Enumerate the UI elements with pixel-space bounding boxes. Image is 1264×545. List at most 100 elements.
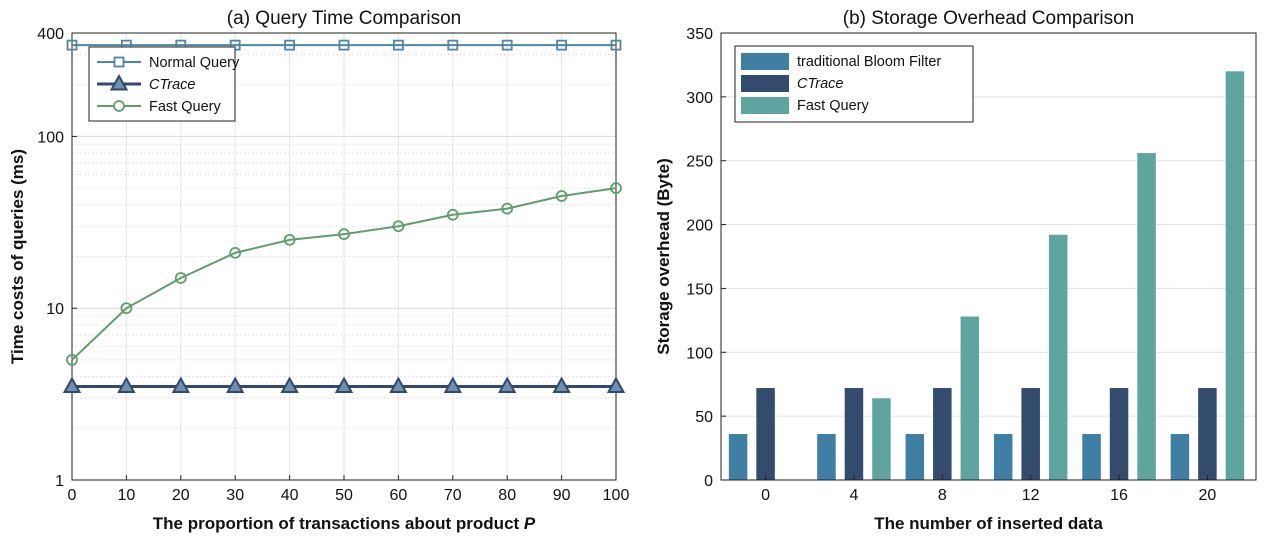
x-axis-label-italic-a: P — [524, 514, 536, 533]
bar — [1225, 71, 1245, 481]
y-tick-label-b: 300 — [686, 90, 713, 107]
legend-label-a: Normal Query — [149, 55, 240, 71]
bar — [993, 434, 1013, 480]
x-tick-label-a: 0 — [68, 487, 77, 504]
legend-label-b: Fast Query — [797, 98, 869, 114]
series-point-triangle — [443, 376, 462, 394]
y-tick-label-b: 150 — [686, 281, 713, 298]
legend-swatch-b — [741, 75, 789, 92]
y-tick-label-b: 0 — [704, 473, 713, 490]
series-point-square — [501, 39, 513, 51]
x-tick-label-a: 80 — [498, 487, 516, 504]
series-point-circle — [174, 272, 187, 284]
series-point-triangle — [552, 376, 571, 394]
series-point-circle — [338, 228, 350, 241]
series-point-square — [447, 39, 459, 51]
legend-marker-square — [113, 56, 125, 68]
y-tick-label-b: 250 — [686, 154, 713, 171]
series-point-triangle — [171, 376, 190, 394]
y-axis-label-b: Storage overhead (Byte) — [654, 158, 673, 355]
series-point-triangle — [334, 376, 354, 394]
series-line-a — [71, 187, 617, 361]
x-tick-label-a: 70 — [444, 487, 462, 504]
series-point-square — [392, 39, 404, 51]
x-tick-label-b: 8 — [938, 487, 947, 504]
legend-label-a: CTrace — [149, 77, 195, 93]
x-tick-label-b: 4 — [849, 487, 858, 504]
legend-label-a: Fast Query — [149, 99, 221, 115]
series-point-square — [338, 39, 350, 51]
series-point-triangle — [498, 376, 517, 394]
bar — [1109, 388, 1129, 480]
axes-frame-b — [720, 32, 1257, 481]
bar — [933, 388, 952, 480]
x-tick-label-a: 20 — [172, 487, 190, 504]
y-tick-label-b: 200 — [686, 218, 713, 235]
x-tick-label-a: 30 — [226, 487, 244, 504]
bar — [817, 434, 836, 480]
series-point-circle — [120, 302, 133, 315]
series-point-triangle — [606, 376, 626, 394]
x-tick-label-a: 100 — [603, 487, 630, 504]
bar — [756, 388, 775, 480]
series-point-triangle — [62, 376, 82, 394]
series-point-circle — [66, 354, 78, 366]
y-tick-label-b: 100 — [686, 345, 713, 362]
series-point-circle — [555, 190, 568, 202]
series-point-circle — [229, 246, 242, 259]
bar — [960, 316, 980, 480]
x-axis-label-a: The proportion of transactions about pro… — [153, 514, 536, 533]
series-point-circle — [283, 233, 296, 246]
series-point-triangle — [226, 376, 245, 394]
series-point-circle — [446, 208, 459, 221]
legend-swatch-b — [741, 53, 789, 70]
x-tick-label-b: 12 — [1022, 487, 1040, 504]
bar — [872, 398, 891, 480]
x-axis-label-b: The number of inserted data — [874, 514, 1103, 533]
y-tick-label-b: 350 — [686, 26, 713, 43]
x-tick-label-a: 40 — [281, 487, 299, 504]
x-tick-label-a: 90 — [553, 487, 571, 504]
y-tick-label-a: 1 — [55, 473, 64, 490]
series-point-circle — [392, 220, 405, 233]
series-point-circle — [501, 202, 514, 215]
series-point-square — [284, 39, 296, 51]
legend-marker-circle — [113, 100, 125, 112]
y-axis-label-a: Time costs of queries (ms) — [8, 149, 27, 364]
series-point-circle — [610, 182, 622, 195]
x-tick-label-a: 10 — [118, 487, 136, 504]
bar — [728, 434, 748, 480]
bar — [1137, 153, 1156, 480]
bar — [844, 388, 864, 480]
legend-swatch-b — [741, 97, 789, 114]
legend-marker-triangle — [109, 73, 129, 91]
x-tick-label-b: 16 — [1110, 487, 1128, 504]
x-tick-label-a: 60 — [390, 487, 408, 504]
bar — [1170, 434, 1190, 480]
bar — [1021, 388, 1040, 480]
bar — [1198, 388, 1217, 480]
series-point-square — [66, 39, 78, 51]
series-point-triangle — [280, 376, 299, 394]
x-tick-label-b: 0 — [761, 487, 770, 504]
legend-label-b: CTrace — [797, 76, 843, 92]
x-tick-label-a: 50 — [335, 487, 353, 504]
series-point-triangle — [117, 376, 136, 394]
x-tick-label-b: 20 — [1199, 487, 1217, 504]
bar — [905, 434, 925, 480]
y-tick-label-a: 100 — [37, 129, 64, 146]
series-point-triangle — [389, 376, 408, 394]
bar — [1048, 234, 1068, 480]
y-tick-label-b: 50 — [695, 409, 713, 426]
chart-title-a: (a) Query Time Comparison — [227, 8, 461, 29]
chart-title-b: (b) Storage Overhead Comparison — [843, 8, 1134, 29]
legend-label-b: traditional Bloom Filter — [797, 54, 941, 70]
series-point-square — [610, 39, 622, 51]
series-point-square — [556, 39, 567, 51]
y-tick-label-a: 10 — [46, 301, 64, 318]
bar — [1082, 434, 1101, 480]
